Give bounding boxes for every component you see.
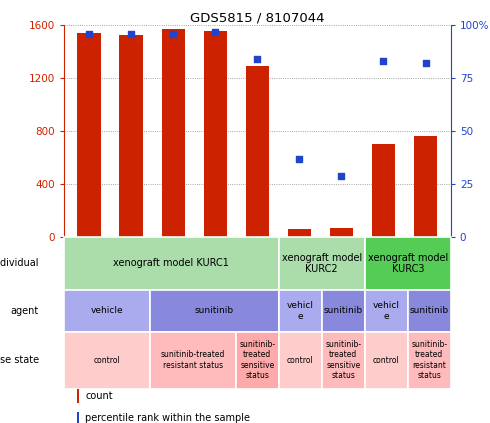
Bar bbox=[322, 332, 365, 389]
Point bbox=[295, 155, 303, 162]
Text: sunitinib-
treated
resistant
status: sunitinib- treated resistant status bbox=[411, 340, 447, 380]
Bar bbox=[76, 390, 79, 403]
Text: percentile rank within the sample: percentile rank within the sample bbox=[85, 413, 250, 423]
Bar bbox=[64, 237, 279, 290]
Text: sunitinib: sunitinib bbox=[324, 306, 363, 316]
Point bbox=[169, 30, 177, 37]
Bar bbox=[162, 29, 185, 237]
Title: GDS5815 / 8107044: GDS5815 / 8107044 bbox=[190, 11, 324, 24]
Bar bbox=[408, 332, 451, 389]
Text: control: control bbox=[93, 356, 120, 365]
Point bbox=[211, 28, 219, 35]
Bar bbox=[279, 332, 322, 389]
Point bbox=[85, 30, 93, 37]
Text: sunitinib: sunitinib bbox=[195, 306, 234, 316]
Bar bbox=[408, 290, 451, 332]
Text: xenograft model
KURC2: xenograft model KURC2 bbox=[282, 253, 362, 274]
Bar bbox=[64, 290, 150, 332]
Text: vehicl
e: vehicl e bbox=[373, 301, 400, 321]
Bar bbox=[322, 290, 365, 332]
Text: control: control bbox=[287, 356, 314, 365]
Bar bbox=[288, 229, 311, 237]
Bar bbox=[372, 144, 395, 237]
Bar bbox=[330, 228, 353, 237]
Bar bbox=[236, 332, 279, 389]
Bar bbox=[76, 412, 79, 423]
Text: xenograft model KURC1: xenograft model KURC1 bbox=[113, 258, 229, 269]
Point bbox=[127, 30, 135, 37]
Text: disease state: disease state bbox=[0, 355, 39, 365]
Point bbox=[338, 172, 345, 179]
Bar bbox=[150, 290, 279, 332]
Text: agent: agent bbox=[10, 306, 39, 316]
Bar bbox=[414, 136, 437, 237]
Point bbox=[421, 60, 429, 67]
Text: sunitinib: sunitinib bbox=[410, 306, 449, 316]
Point bbox=[253, 56, 261, 63]
Text: count: count bbox=[85, 391, 113, 401]
Bar bbox=[365, 332, 408, 389]
Bar bbox=[365, 290, 408, 332]
Bar bbox=[77, 33, 100, 237]
Bar bbox=[150, 332, 236, 389]
Text: sunitinib-
treated
sensitive
status: sunitinib- treated sensitive status bbox=[239, 340, 275, 380]
Text: individual: individual bbox=[0, 258, 39, 269]
Text: control: control bbox=[373, 356, 400, 365]
Text: sunitinib-treated
resistant status: sunitinib-treated resistant status bbox=[161, 351, 225, 370]
Bar bbox=[279, 237, 365, 290]
Text: vehicle: vehicle bbox=[90, 306, 123, 316]
Bar bbox=[279, 290, 322, 332]
Bar bbox=[204, 31, 227, 237]
Text: sunitinib-
treated
sensitive
status: sunitinib- treated sensitive status bbox=[325, 340, 361, 380]
Text: xenograft model
KURC3: xenograft model KURC3 bbox=[368, 253, 448, 274]
Point bbox=[380, 58, 388, 65]
Bar bbox=[245, 66, 269, 237]
Text: vehicl
e: vehicl e bbox=[287, 301, 314, 321]
Bar bbox=[64, 332, 150, 389]
Bar bbox=[365, 237, 451, 290]
Bar bbox=[120, 35, 143, 237]
